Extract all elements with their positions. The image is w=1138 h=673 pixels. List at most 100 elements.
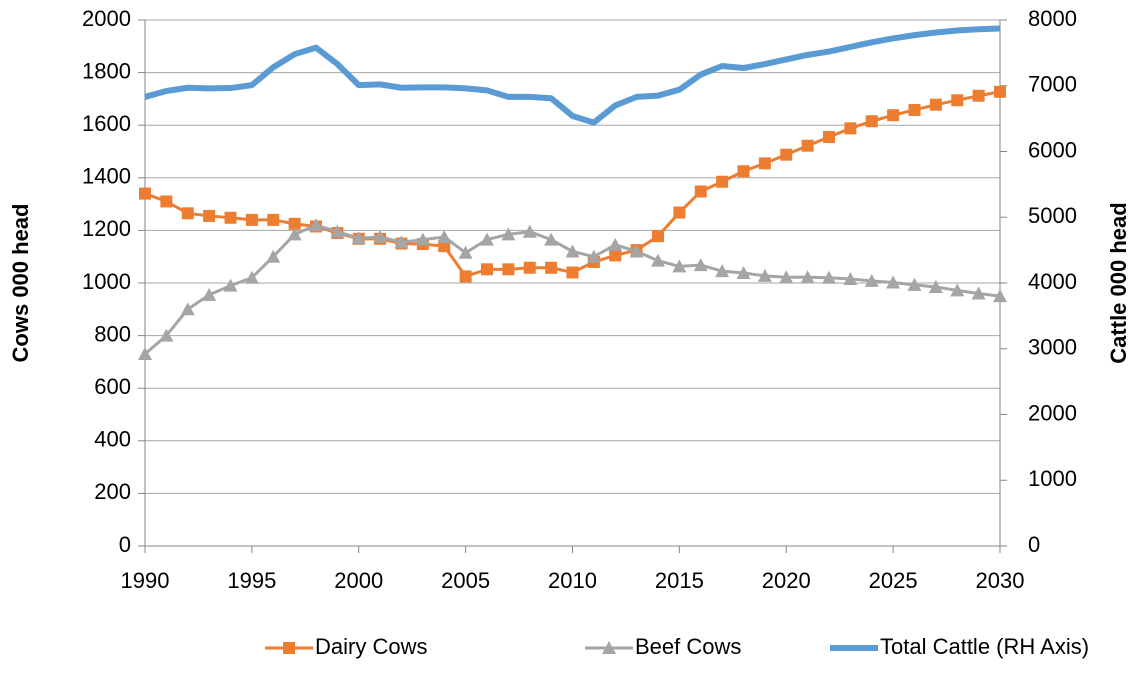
marker bbox=[438, 240, 451, 253]
marker bbox=[458, 245, 473, 259]
legend-marker bbox=[283, 642, 295, 654]
marker bbox=[394, 235, 409, 249]
marker bbox=[928, 279, 943, 293]
marker bbox=[779, 270, 794, 284]
marker bbox=[545, 261, 558, 274]
marker bbox=[758, 157, 771, 170]
marker bbox=[629, 244, 644, 258]
legend-marker bbox=[602, 641, 616, 654]
marker bbox=[373, 229, 388, 243]
y-tick-label: 2000 bbox=[82, 6, 131, 31]
marker bbox=[651, 253, 665, 267]
marker bbox=[823, 131, 835, 144]
marker bbox=[652, 230, 664, 243]
x-tick-label: 1990 bbox=[121, 568, 170, 593]
x-tick-label: 2010 bbox=[548, 568, 597, 593]
marker bbox=[929, 98, 942, 111]
marker bbox=[950, 283, 965, 297]
y2-tick-label: 0 bbox=[1028, 532, 1040, 557]
marker bbox=[202, 287, 217, 301]
marker bbox=[288, 217, 301, 230]
marker bbox=[865, 115, 878, 128]
y2-tick-label: 4000 bbox=[1028, 269, 1077, 294]
marker bbox=[351, 231, 366, 245]
marker bbox=[415, 232, 430, 246]
legend-label: Total Cattle (RH Axis) bbox=[880, 634, 1089, 659]
marker bbox=[480, 232, 494, 246]
y-tick-label: 600 bbox=[94, 374, 131, 399]
marker bbox=[609, 249, 622, 262]
marker bbox=[139, 187, 151, 200]
marker bbox=[287, 227, 302, 241]
marker bbox=[138, 347, 152, 361]
series-line bbox=[144, 25, 1001, 126]
marker bbox=[523, 261, 536, 274]
marker bbox=[159, 328, 174, 342]
marker bbox=[801, 139, 814, 152]
legend-label: Beef Cows bbox=[635, 634, 741, 659]
marker bbox=[672, 259, 687, 273]
marker bbox=[266, 249, 281, 263]
marker bbox=[160, 195, 173, 208]
x-tick-label: 2015 bbox=[655, 568, 704, 593]
legend-label: Dairy Cows bbox=[315, 634, 427, 659]
marker bbox=[780, 148, 793, 161]
y2-tick-label: 3000 bbox=[1028, 335, 1077, 360]
marker bbox=[502, 263, 515, 276]
y2-tick-label: 6000 bbox=[1028, 137, 1077, 162]
marker bbox=[673, 206, 686, 219]
y-tick-label: 1000 bbox=[82, 269, 131, 294]
y2-tick-label: 5000 bbox=[1028, 203, 1077, 228]
x-tick-label: 2000 bbox=[334, 568, 383, 593]
marker bbox=[522, 224, 537, 238]
marker bbox=[586, 249, 601, 263]
marker bbox=[844, 122, 857, 135]
x-tick-label: 2020 bbox=[762, 568, 811, 593]
marker bbox=[715, 264, 730, 278]
marker bbox=[544, 232, 559, 246]
marker bbox=[693, 258, 708, 272]
marker bbox=[245, 213, 258, 226]
y-tick-label: 0 bbox=[119, 532, 131, 557]
marker bbox=[887, 109, 900, 122]
marker bbox=[864, 273, 879, 287]
marker bbox=[330, 224, 345, 238]
marker bbox=[757, 268, 772, 282]
x-tick-label: 2030 bbox=[976, 568, 1025, 593]
y-tick-label: 1200 bbox=[82, 216, 131, 241]
marker bbox=[223, 278, 238, 292]
marker bbox=[971, 286, 986, 300]
y-tick-label: 800 bbox=[94, 321, 131, 346]
x-tick-label: 2025 bbox=[869, 568, 918, 593]
y-tick-label: 1600 bbox=[82, 111, 131, 136]
y-tick-label: 1400 bbox=[82, 164, 131, 189]
marker bbox=[224, 211, 237, 224]
marker bbox=[843, 272, 858, 286]
marker bbox=[565, 244, 580, 258]
marker bbox=[608, 237, 623, 251]
y-axis-title: Cows 000 head bbox=[8, 204, 33, 363]
marker bbox=[736, 266, 751, 280]
marker bbox=[180, 302, 195, 316]
y2-axis-title: Cattle 000 head bbox=[1106, 202, 1131, 363]
x-tick-label: 2005 bbox=[441, 568, 490, 593]
marker bbox=[822, 270, 836, 284]
marker bbox=[203, 209, 216, 222]
marker bbox=[566, 266, 579, 279]
marker bbox=[716, 175, 729, 188]
y2-tick-label: 2000 bbox=[1028, 400, 1077, 425]
marker bbox=[267, 213, 280, 226]
marker bbox=[181, 207, 194, 220]
y2-tick-label: 1000 bbox=[1028, 466, 1077, 491]
marker bbox=[908, 103, 921, 116]
marker bbox=[694, 185, 707, 198]
marker bbox=[481, 263, 493, 276]
marker bbox=[800, 270, 815, 284]
marker bbox=[951, 94, 964, 107]
marker bbox=[437, 229, 452, 243]
marker bbox=[993, 289, 1007, 303]
marker bbox=[459, 270, 472, 283]
y2-tick-label: 7000 bbox=[1028, 72, 1077, 97]
marker bbox=[972, 89, 985, 102]
